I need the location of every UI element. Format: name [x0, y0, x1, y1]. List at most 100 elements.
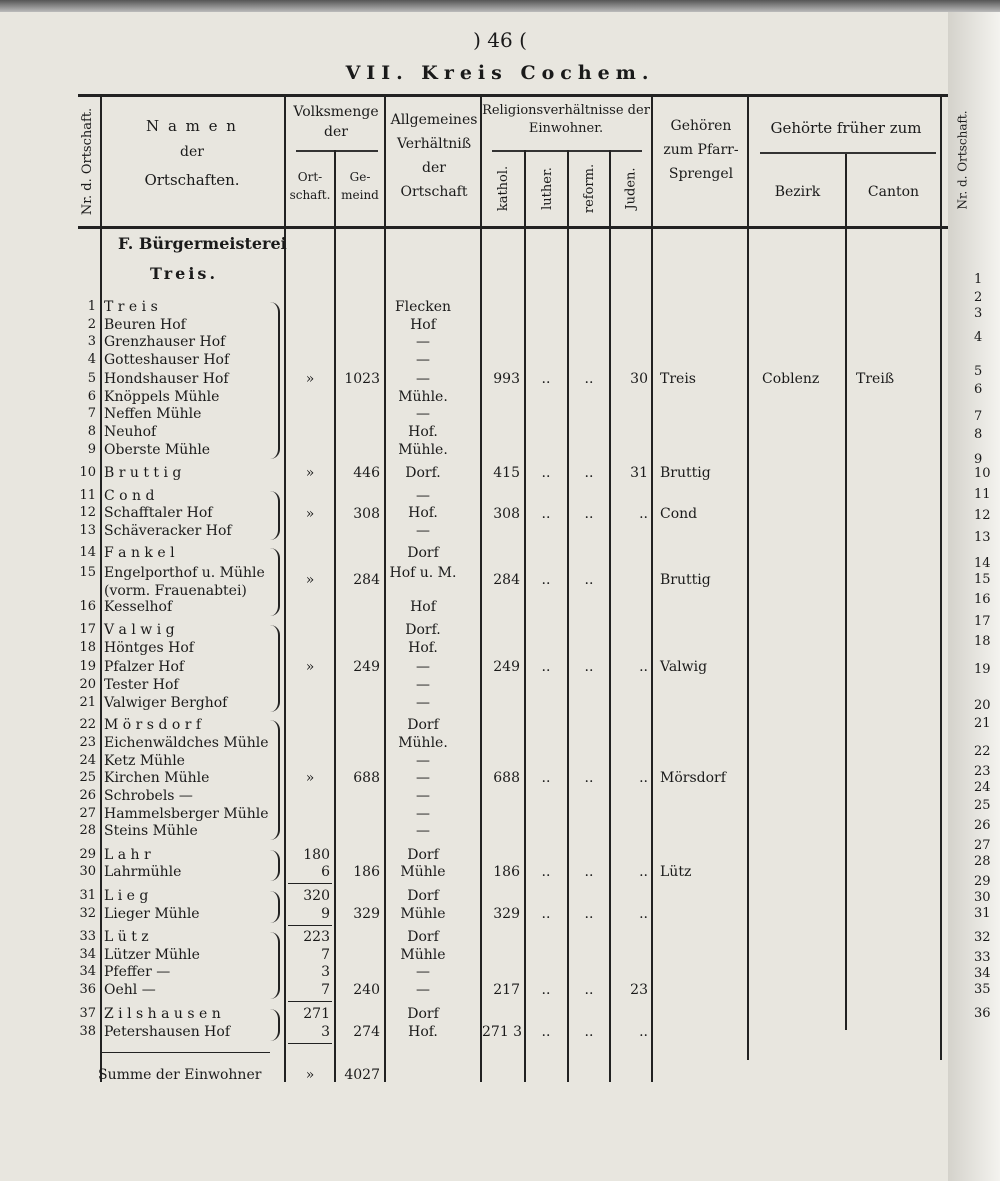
row-number: 21 — [79, 695, 96, 710]
place-name: Schäveracker Hof — [104, 523, 232, 539]
kathol-value: 688 — [493, 770, 520, 786]
row-number: 15 — [79, 565, 96, 580]
reform-value: .. — [584, 505, 594, 522]
margin-number: 27 — [974, 838, 991, 853]
place-name: L ü t z — [104, 929, 149, 945]
place-type: Dorf — [407, 888, 439, 904]
place-name: Eichenwäldches Mühle — [104, 735, 269, 751]
header-juden: Juden. — [611, 150, 651, 226]
place-type: — — [416, 964, 430, 980]
header-verhaeltnis: Allgemeines Verhältniß der Ortschaft — [390, 112, 478, 200]
ortschaft-value: 271 — [303, 1006, 330, 1022]
luther-value: .. — [541, 505, 551, 522]
place-type: — — [416, 334, 430, 350]
place-name: Neffen Mühle — [104, 406, 202, 422]
margin-number: 28 — [974, 854, 991, 869]
ortschaft-value: 3 — [321, 964, 330, 980]
ortschaft-value: 320 — [303, 888, 330, 904]
sum-rule — [288, 1043, 332, 1044]
header-bottom-rule — [78, 226, 948, 229]
reform-value: .. — [584, 1024, 594, 1040]
luther-value: .. — [541, 658, 551, 675]
row-number: 8 — [87, 424, 96, 439]
place-type: Flecken — [394, 299, 452, 315]
place-name: Lützer Mühle — [104, 947, 200, 963]
margin-number: 13 — [974, 530, 991, 545]
place-name: B r u t t i g — [104, 465, 182, 481]
place-name: Neuhof — [104, 424, 157, 440]
place-type: Mühle. — [398, 389, 448, 405]
row-number: 2 — [87, 317, 96, 332]
row-number: 32 — [79, 906, 96, 921]
header-brace-volksmenge — [296, 150, 378, 152]
ortschaft-value: 9 — [321, 906, 330, 922]
kathol-value: 415 — [493, 465, 520, 481]
sum-rule — [288, 883, 332, 884]
header-pfarr: Gehören zum Pfarr- Sprengel — [663, 118, 739, 182]
place-type: Dorf. — [405, 622, 441, 638]
reform-value: .. — [584, 864, 594, 880]
rule-reform — [609, 150, 611, 1082]
place-type: Hof. — [408, 1024, 438, 1040]
place-type: — — [416, 982, 430, 998]
margin-number: 16 — [974, 592, 991, 607]
row-number: 23 — [79, 735, 96, 750]
row-number: 25 — [79, 770, 96, 785]
place-name: Knöppels Mühle — [104, 389, 220, 405]
place-type: Mühle. — [398, 735, 448, 751]
place-type: Mühle — [400, 906, 446, 922]
gemeind-value: 274 — [353, 1024, 380, 1040]
rule-pfarr — [747, 96, 749, 1060]
group-brace — [270, 625, 280, 712]
header-namen-3: Ortschaften. — [144, 171, 240, 189]
place-name: Kirchen Mühle — [104, 770, 210, 786]
place-name: Steins Mühle — [104, 823, 198, 839]
margin-number: 19 — [974, 662, 991, 677]
row-number: 34 — [79, 947, 96, 962]
place-name: T r e i s — [104, 299, 158, 315]
row-number: 26 — [79, 788, 96, 803]
header-religion: Religionsverhältnisse der Einwohner. — [482, 103, 650, 136]
place-name: Oehl — — [104, 982, 156, 998]
place-name: Ketz Mühle — [104, 753, 185, 769]
place-type: — — [416, 753, 430, 769]
kathol-value: 993 — [493, 370, 520, 387]
place-type: Hof. — [408, 424, 438, 440]
reform-value: .. — [584, 982, 594, 998]
juden-value: 23 — [630, 982, 648, 998]
header-nr-text: Nr. d. Ortschaft. — [80, 107, 96, 215]
juden-value: 31 — [630, 465, 648, 481]
header-volksmenge: Volksmenge der — [293, 104, 379, 140]
place-type: — — [416, 406, 430, 422]
group-brace — [270, 1009, 280, 1041]
summary-gemeind: 4027 — [344, 1067, 380, 1083]
group-brace — [270, 491, 280, 540]
place-name: V a l w i g — [104, 622, 175, 638]
row-number: 13 — [79, 523, 96, 538]
place-type: Hof. — [408, 505, 438, 521]
header-kathol: kathol. — [482, 150, 525, 226]
place-name: F a n k e l — [104, 545, 175, 561]
place-name: Beuren Hof — [104, 317, 186, 333]
reform-value: .. — [584, 465, 594, 481]
place-type: Dorf — [407, 929, 439, 945]
place-type: — — [416, 677, 430, 693]
luther-value: .. — [541, 572, 551, 588]
margin-number: 2 — [974, 290, 983, 305]
place-name: Tester Hof — [104, 677, 179, 693]
row-number: 18 — [79, 640, 96, 655]
row-number: 12 — [79, 505, 96, 520]
row-number: 19 — [79, 659, 96, 674]
header-frueher: Gehörte früher zum — [770, 119, 922, 137]
place-type: Mühle — [400, 947, 446, 963]
header-namen-1: N a m e n — [146, 117, 238, 135]
pfarr-value: Mörsdorf — [660, 770, 726, 786]
rule-kathol — [524, 150, 526, 1082]
place-type: — — [416, 806, 430, 822]
rule-gem — [384, 96, 386, 1082]
margin-number: 21 — [974, 716, 991, 731]
place-type: Dorf — [407, 1006, 439, 1022]
reform-value: .. — [584, 770, 594, 786]
pfarr-value: Valwig — [660, 658, 708, 675]
kathol-value: 329 — [493, 906, 520, 922]
